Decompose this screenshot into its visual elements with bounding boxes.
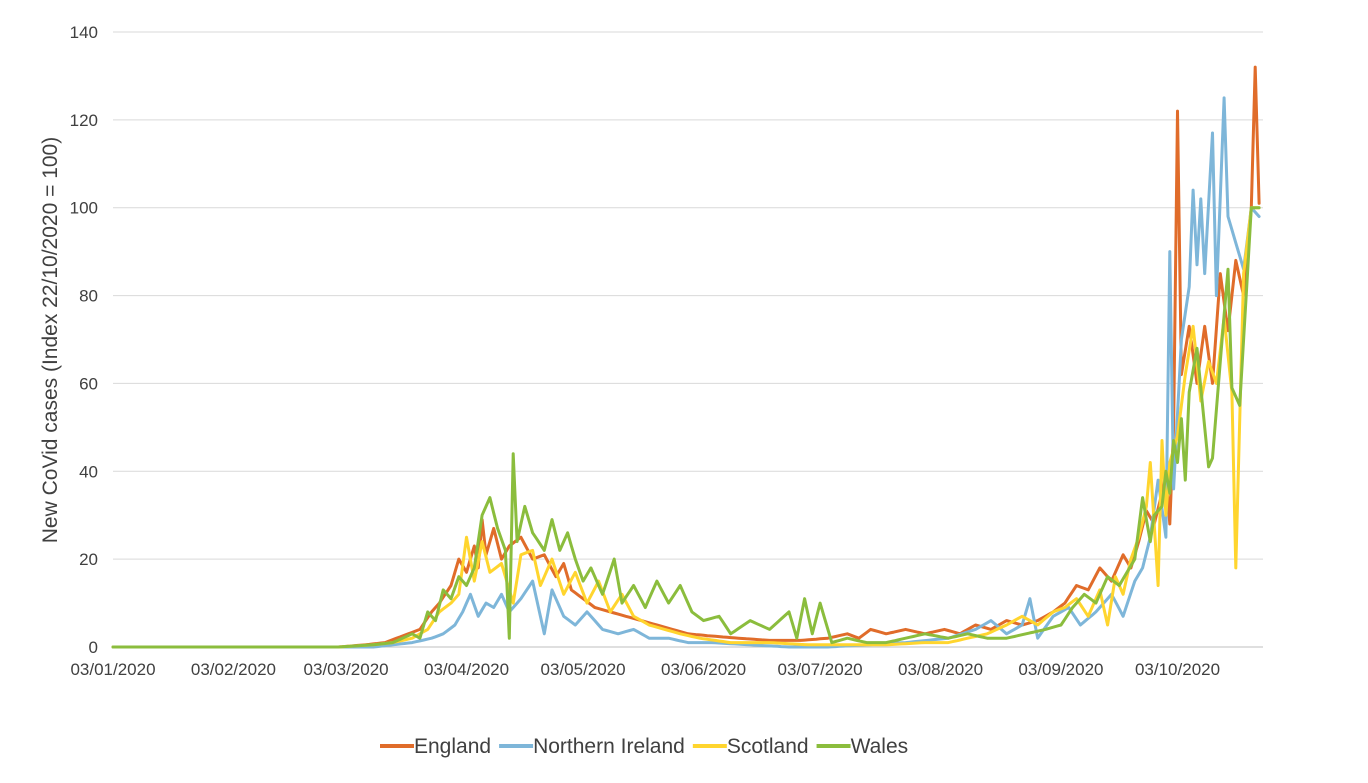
legend: England Northern Ireland Scotland Wales [380,735,908,758]
x-tick-label: 03/07/2020 [778,660,863,679]
series-line-wales [111,206,1261,649]
y-tick-label: 80 [79,287,98,306]
legend-item-scotland: Scotland [692,735,809,758]
x-tick-label: 03/04/2020 [424,660,509,679]
y-tick-label: 100 [70,199,98,218]
series-line-england [111,65,1261,649]
x-tick-label: 03/10/2020 [1135,660,1220,679]
series-line-northern-ireland [111,96,1261,649]
legend-label: Scotland [727,735,809,758]
axes: 0 20 40 60 80 100 120 140 03/01/2020 03/02/2020 03… [70,23,1263,679]
y-axis-title: New CoVid cases (Index 22/10/2020 = 100) [39,137,62,543]
x-tick-label: 03/01/2020 [70,660,155,679]
legend-item-england: England [380,735,491,758]
legend-label: Northern Ireland [533,735,685,758]
x-tick-label: 03/03/2020 [304,660,389,679]
y-tick-label: 40 [79,462,98,481]
legend-item-northern-ireland: Northern Ireland [499,735,685,758]
x-tick-label: 03/09/2020 [1018,660,1103,679]
x-tick-label: 03/08/2020 [898,660,983,679]
y-tick-label: 60 [79,374,98,393]
legend-label: Wales [851,735,909,758]
y-tick-label: 120 [70,111,98,130]
x-tick-label: 03/02/2020 [191,660,276,679]
gridlines [113,31,1263,560]
x-tick-label: 03/06/2020 [661,660,746,679]
y-tick-label: 20 [79,550,98,569]
x-tick-label: 03/05/2020 [541,660,626,679]
y-tick-label: 0 [89,638,98,657]
series-lines [111,65,1261,649]
legend-label: England [414,735,491,758]
y-tick-label: 140 [70,23,98,42]
legend-item-wales: Wales [816,735,909,758]
series-line-scotland [111,206,1261,649]
